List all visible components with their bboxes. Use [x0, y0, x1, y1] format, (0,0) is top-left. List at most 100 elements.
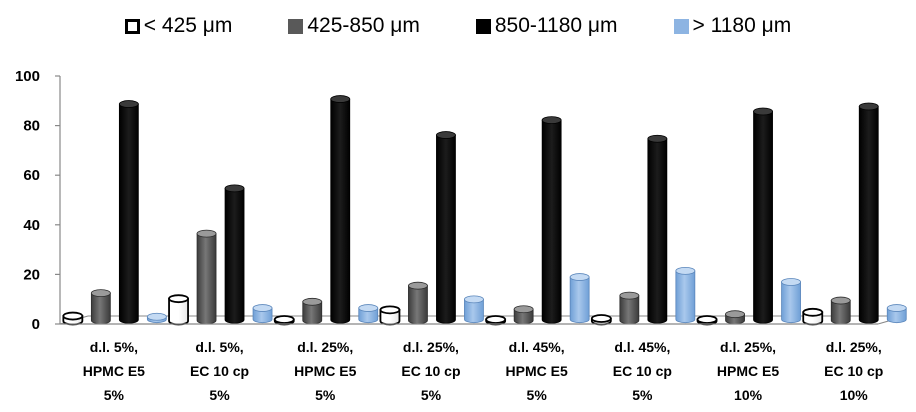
x-tick-label-6: d.l. 25%, HPMC E5 10% [717, 339, 779, 403]
bar-top-2-0 [273, 315, 295, 324]
bar-top-4-3 [569, 273, 590, 281]
bar-group-4 [485, 116, 590, 326]
legend-item-over-1180: > 1180 μm [673, 14, 792, 38]
x-tick-label-line: d.l. 5%, [195, 339, 243, 355]
x-tick-label-4: d.l. 45%, HPMC E5 5% [506, 339, 568, 403]
legend-swatch-under-425 [124, 18, 140, 34]
y-tick-label-4: 80 [23, 118, 40, 135]
x-tick-label-line: 5% [315, 387, 336, 403]
x-tick-label-line: d.l. 25%, [297, 339, 353, 355]
x-tick-label-line: 5% [421, 387, 442, 403]
legend-label-over-1180: > 1180 μm [692, 14, 792, 37]
bar-top-3-2 [436, 131, 456, 139]
x-tick-label-line: 5% [209, 387, 230, 403]
bar-top-3-0 [379, 305, 401, 315]
bar-top-1-1 [196, 229, 217, 238]
x-tick-label-line: EC 10 cp [824, 363, 883, 379]
bar-top-1-0 [168, 294, 189, 304]
bar-top-5-1 [619, 291, 640, 300]
y-tick-label-3: 60 [23, 167, 40, 184]
bar-top-6-0 [696, 315, 718, 324]
bar-2-3 [358, 307, 379, 324]
y-tick-label-1: 20 [23, 266, 40, 283]
x-tick-label-line: HPMC E5 [83, 363, 145, 379]
x-axis: d.l. 5%, HPMC E5 5%d.l. 5%, EC 10 cp 5%d.l. … [60, 323, 883, 403]
x-tick-label-line: d.l. 45%, [614, 339, 670, 355]
bar-top-5-2 [647, 134, 668, 143]
bar-6-2 [753, 111, 773, 324]
bar-top-0-1 [90, 289, 111, 298]
bar-group-6 [696, 107, 801, 326]
x-tick-label-line: EC 10 cp [190, 363, 249, 379]
bar-top-2-1 [302, 297, 323, 306]
bar-5-2 [647, 138, 668, 324]
bar-top-7-1 [830, 296, 851, 305]
x-tick-label-line: 10% [734, 387, 763, 403]
bar-3-3 [464, 298, 484, 324]
legend-item-under-425: < 425 μm [124, 14, 233, 38]
legend-swatch-425-850 [288, 18, 304, 34]
bar-top-4-1 [513, 305, 534, 314]
bar-top-5-0 [590, 314, 612, 323]
legend-label-850-1180: 850-1180 μm [494, 14, 618, 37]
x-tick-label-1: d.l. 5%, EC 10 cp 5% [190, 339, 249, 403]
bar-1-3 [252, 307, 273, 324]
y-tick-label-2: 40 [23, 217, 40, 234]
bar-top-5-3 [675, 266, 696, 275]
x-tick-label-line: HPMC E5 [717, 363, 779, 379]
legend-item-850-1180: 850-1180 μm [475, 14, 618, 38]
bar-1-2 [224, 187, 245, 324]
bar-top-7-0 [802, 307, 824, 317]
bar-7-3 [886, 307, 907, 324]
x-tick-label-5: d.l. 45%, EC 10 cp 5% [613, 339, 672, 403]
x-tick-label-3: d.l. 25%, EC 10 cp 5% [401, 339, 460, 403]
legend-swatch-850-1180 [475, 18, 491, 34]
bar-0-2 [118, 103, 139, 324]
x-tick-label-line: HPMC E5 [506, 363, 568, 379]
bar-top-7-3 [886, 304, 907, 312]
x-tick-label-line: 5% [632, 387, 653, 403]
bar-group-5 [590, 134, 696, 326]
legend-label-under-425: < 425 μm [143, 14, 233, 37]
bar-top-3-3 [464, 295, 484, 304]
y-axis: 0 20 40 60 80 100 [15, 68, 61, 333]
y-tick-label-0: 0 [32, 316, 40, 333]
bar-0-1 [90, 292, 111, 325]
x-tick-label-line: d.l. 5%, [90, 339, 138, 355]
x-tick-label-line: d.l. 45%, [509, 339, 565, 355]
bar-top-0-3 [146, 312, 167, 321]
x-tick-label-line: HPMC E5 [294, 363, 356, 379]
x-tick-label-line: d.l. 25%, [826, 339, 882, 355]
bar-2-2 [330, 98, 351, 324]
bar-3-1 [408, 285, 428, 325]
bar-group-2 [273, 95, 379, 326]
bar-group-0 [62, 100, 167, 326]
bar-group-7 [802, 102, 907, 326]
bar-top-1-2 [224, 184, 245, 193]
bar-top-0-0 [62, 311, 84, 321]
bar-top-2-3 [358, 304, 379, 312]
bar-4-2 [541, 119, 562, 324]
x-tick-label-line: 5% [104, 387, 125, 403]
bar-group-3 [379, 131, 484, 326]
bar-top-1-3 [252, 304, 273, 312]
bar-7-2 [858, 106, 879, 324]
bar-1-1 [196, 233, 217, 325]
bars [62, 95, 907, 326]
x-tick-label-2: d.l. 25%, HPMC E5 5% [294, 339, 356, 403]
bar-5-1 [619, 295, 640, 325]
bar-group-1 [168, 184, 273, 326]
bar-top-4-0 [485, 315, 507, 324]
bar-top-6-1 [725, 310, 745, 319]
bar-top-3-1 [408, 281, 428, 290]
y-tick-label-5: 100 [15, 68, 40, 85]
bar-top-2-2 [330, 95, 351, 103]
bar-top-7-2 [858, 102, 879, 111]
bar-3-2 [436, 134, 456, 324]
x-tick-label-7: d.l. 25%, EC 10 cp 10% [824, 339, 883, 403]
x-tick-label-line: d.l. 25%, [403, 339, 459, 355]
bar-top-6-3 [781, 278, 801, 286]
bar-5-3 [675, 270, 696, 324]
x-tick-label-line: 10% [840, 387, 869, 403]
